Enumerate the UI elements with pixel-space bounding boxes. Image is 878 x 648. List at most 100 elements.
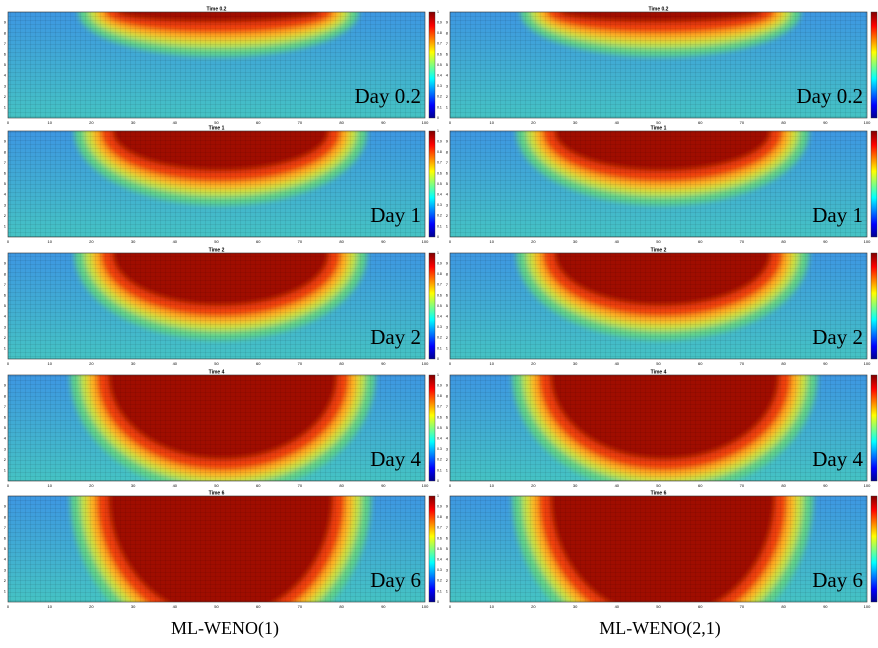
colorbar-tick-label: 0 bbox=[437, 600, 439, 604]
day-label: Day 2 bbox=[370, 325, 421, 349]
y-tick-label: 6 bbox=[446, 51, 449, 56]
y-tick-label: 4 bbox=[4, 557, 7, 562]
colorbar-tick-label: 0.8 bbox=[437, 515, 442, 519]
colorbar-tick-label: 0.6 bbox=[437, 171, 442, 175]
x-tick-label: 10 bbox=[489, 361, 494, 366]
colorbar-tick-label: 1 bbox=[437, 129, 439, 133]
colorbar-tick-label: 0.1 bbox=[437, 224, 442, 228]
y-tick-label: 5 bbox=[446, 303, 449, 308]
y-tick-label: 1 bbox=[446, 104, 449, 109]
field bbox=[450, 253, 867, 359]
x-tick-label: 80 bbox=[781, 604, 786, 609]
y-tick-label: 2 bbox=[4, 335, 7, 340]
frame bbox=[7, 130, 426, 238]
field bbox=[8, 131, 425, 237]
colorbar-tick-label: 0.3 bbox=[437, 203, 442, 207]
x-tick-label: 0 bbox=[7, 483, 10, 488]
y-tick-label: 8 bbox=[446, 271, 449, 276]
x-tick-label: 90 bbox=[823, 483, 828, 488]
colorbar-tick-label: 0.2 bbox=[437, 458, 442, 462]
y-tick-label: 3 bbox=[4, 202, 7, 207]
x-tick-label: 30 bbox=[131, 239, 136, 244]
x-tick-label: 30 bbox=[573, 604, 578, 609]
y-tick-label: 6 bbox=[4, 170, 7, 175]
panel-title: Time 2 bbox=[209, 247, 225, 253]
y-tick-label: 1 bbox=[446, 467, 449, 472]
x-tick-label: 20 bbox=[89, 604, 94, 609]
day-label: Day 4 bbox=[812, 447, 863, 471]
colorbar bbox=[870, 495, 878, 603]
y-tick-label: 7 bbox=[4, 525, 7, 530]
y-tick-label: 8 bbox=[446, 30, 449, 35]
x-tick-label: 10 bbox=[47, 361, 52, 366]
y-tick-label: 4 bbox=[4, 192, 7, 197]
field bbox=[8, 496, 425, 602]
colorbar-tick-label: 0 bbox=[437, 235, 439, 239]
day-label: Day 1 bbox=[370, 203, 421, 227]
day-label: Day 0.2 bbox=[797, 84, 864, 108]
x-tick-label: 90 bbox=[381, 239, 386, 244]
x-tick-label: 10 bbox=[489, 120, 494, 125]
x-tick-label: 80 bbox=[339, 120, 344, 125]
field bbox=[8, 12, 425, 118]
x-tick-label: 10 bbox=[489, 604, 494, 609]
frame bbox=[449, 374, 868, 482]
x-tick-label: 80 bbox=[339, 604, 344, 609]
y-tick-label: 2 bbox=[446, 335, 449, 340]
x-tick-label: 0 bbox=[449, 483, 452, 488]
colorbar-tick-label: 0.8 bbox=[437, 394, 442, 398]
y-tick-label: 6 bbox=[446, 535, 449, 540]
x-tick-label: 100 bbox=[864, 361, 871, 366]
colorbar-tick-label: 0.4 bbox=[437, 74, 442, 78]
y-tick-label: 8 bbox=[4, 271, 7, 276]
y-tick-label: 6 bbox=[446, 414, 449, 419]
colorbar-tick-label: 0.4 bbox=[437, 558, 442, 562]
field bbox=[450, 375, 867, 481]
mesh bbox=[450, 131, 867, 237]
colorbar bbox=[870, 130, 878, 238]
x-tick-label: 60 bbox=[698, 239, 703, 244]
field bbox=[8, 375, 425, 481]
x-tick-label: 60 bbox=[698, 120, 703, 125]
field bbox=[450, 131, 867, 237]
x-tick-label: 100 bbox=[422, 239, 429, 244]
x-tick-label: 60 bbox=[256, 120, 261, 125]
x-tick-label: 40 bbox=[615, 120, 620, 125]
y-tick-label: 3 bbox=[446, 567, 449, 572]
colorbar-tick-label: 0.8 bbox=[437, 272, 442, 276]
y-tick-label: 7 bbox=[446, 404, 449, 409]
y-tick-label: 2 bbox=[446, 213, 449, 218]
colorbar bbox=[870, 374, 878, 482]
y-tick-label: 1 bbox=[4, 223, 7, 228]
colorbar-tick-label: 0.3 bbox=[437, 84, 442, 88]
colorbar-tick-label: 0.4 bbox=[437, 193, 442, 197]
x-tick-label: 0 bbox=[449, 239, 452, 244]
x-tick-label: 80 bbox=[781, 120, 786, 125]
x-tick-label: 20 bbox=[531, 239, 536, 244]
x-tick-label: 40 bbox=[173, 239, 178, 244]
panel-title: Time 4 bbox=[651, 369, 667, 375]
x-tick-label: 20 bbox=[89, 483, 94, 488]
y-tick-label: 1 bbox=[446, 588, 449, 593]
colorbar-tick-label: 0.9 bbox=[437, 140, 442, 144]
x-tick-label: 30 bbox=[573, 483, 578, 488]
colorbar-tick-label: 0.2 bbox=[437, 336, 442, 340]
y-tick-label: 1 bbox=[446, 345, 449, 350]
y-tick-label: 9 bbox=[4, 261, 7, 266]
colorbar-tick-label: 0 bbox=[437, 357, 439, 361]
colorbar-tick-label: 0.5 bbox=[437, 547, 442, 551]
y-tick-label: 3 bbox=[446, 324, 449, 329]
colorbar-tick-label: 0.5 bbox=[437, 182, 442, 186]
day-label: Day 6 bbox=[370, 568, 421, 592]
heatmap bbox=[7, 252, 426, 360]
y-tick-label: 4 bbox=[446, 192, 449, 197]
y-tick-label: 7 bbox=[4, 160, 7, 165]
colorbar bbox=[428, 495, 436, 603]
day-label: Day 0.2 bbox=[355, 84, 422, 108]
colorbar-tick-label: 0 bbox=[437, 479, 439, 483]
x-tick-label: 70 bbox=[298, 120, 303, 125]
y-tick-label: 8 bbox=[446, 393, 449, 398]
y-tick-label: 1 bbox=[4, 104, 7, 109]
y-tick-label: 5 bbox=[4, 303, 7, 308]
frame bbox=[7, 252, 426, 360]
